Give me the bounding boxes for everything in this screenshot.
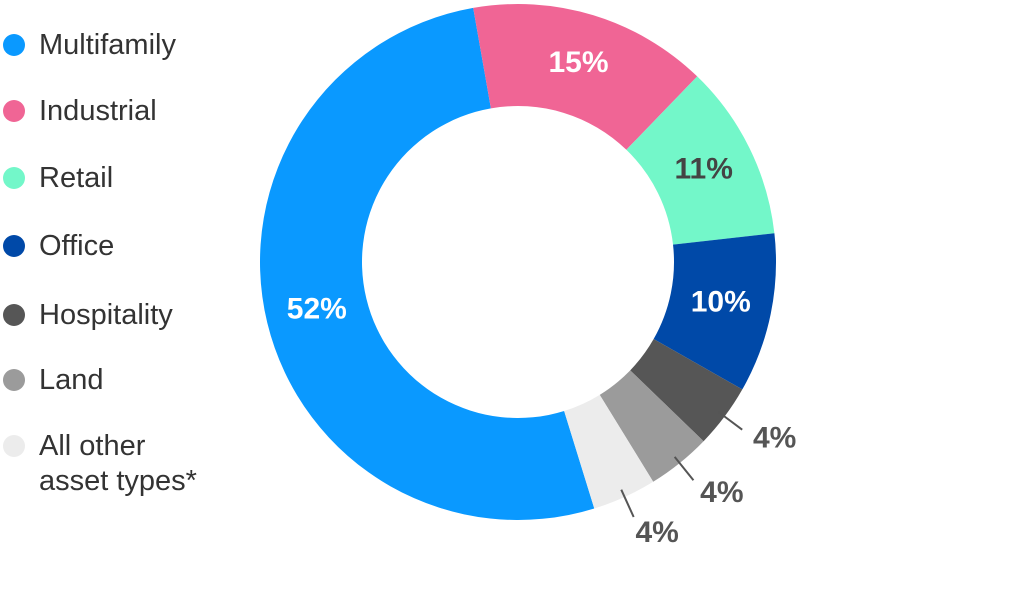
legend-label: Retail — [39, 162, 114, 194]
legend-label: Office — [39, 230, 115, 262]
slice-label: 4% — [753, 421, 796, 454]
leader-line — [620, 489, 635, 518]
legend-label: Multifamily — [39, 29, 176, 61]
legend-swatch — [3, 369, 25, 391]
donut-slice — [599, 370, 704, 482]
slice-label: 15% — [548, 46, 608, 79]
legend-swatch — [3, 34, 25, 56]
donut-slice — [564, 394, 654, 509]
donut-slice — [473, 4, 698, 150]
legend-label: Land — [39, 364, 104, 396]
donut-slice — [630, 339, 743, 442]
legend-swatch — [3, 235, 25, 257]
legend-item: Multifamily — [0, 28, 250, 63]
slice-label: 10% — [691, 286, 751, 319]
legend-item: Retail — [0, 161, 250, 196]
legend-label: Hospitality — [39, 299, 173, 331]
donut-slice — [653, 233, 777, 390]
legend-swatch — [3, 167, 25, 189]
legend-item: All other asset types* — [0, 429, 250, 499]
legend-label: All other asset types* — [39, 430, 197, 497]
legend-item: Land — [0, 363, 250, 398]
donut-slice — [626, 76, 775, 245]
legend-item: Hospitality — [0, 298, 250, 333]
slice-label: 52% — [287, 293, 347, 326]
legend-swatch — [3, 435, 25, 457]
slice-label: 4% — [700, 476, 743, 509]
leader-line — [673, 456, 695, 481]
leader-line — [717, 410, 743, 431]
legend-item: Office — [0, 229, 250, 264]
slice-label: 4% — [635, 516, 678, 549]
legend-item: Industrial — [0, 94, 250, 129]
legend-swatch — [3, 304, 25, 326]
donut-slice — [260, 7, 595, 520]
slice-label: 11% — [675, 153, 733, 186]
legend-label: Industrial — [39, 95, 157, 127]
legend-swatch — [3, 100, 25, 122]
